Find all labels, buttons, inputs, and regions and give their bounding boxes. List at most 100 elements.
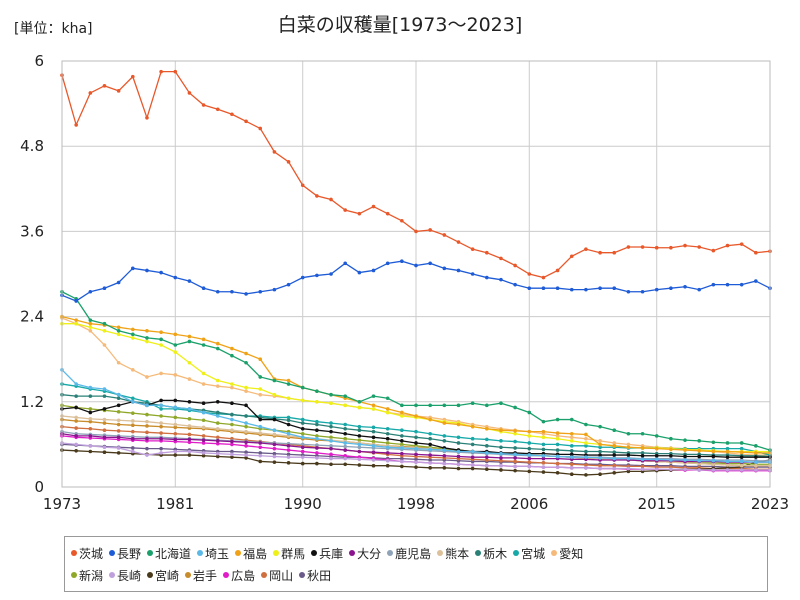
- data-point: [456, 240, 461, 244]
- data-point: [357, 405, 362, 410]
- data-point: [187, 453, 192, 457]
- data-point: [187, 400, 192, 404]
- data-point: [201, 401, 206, 406]
- data-point: [711, 282, 716, 287]
- data-point: [513, 459, 517, 464]
- data-point: [711, 248, 716, 253]
- data-point: [371, 429, 376, 434]
- data-point: [116, 360, 121, 365]
- data-point: [640, 464, 645, 469]
- data-point: [244, 453, 248, 457]
- data-point: [499, 401, 503, 406]
- legend-marker: [261, 572, 268, 578]
- legend-item: 埼玉: [197, 545, 229, 562]
- data-point: [584, 463, 588, 467]
- data-point: [315, 273, 319, 278]
- data-point: [739, 455, 744, 459]
- data-point: [315, 428, 319, 433]
- data-point: [527, 460, 532, 464]
- data-point: [329, 197, 333, 202]
- data-point: [598, 463, 602, 468]
- data-point: [513, 282, 517, 287]
- data-point: [201, 438, 206, 442]
- data-point: [555, 431, 560, 435]
- data-point: [739, 446, 744, 451]
- data-point: [725, 243, 730, 248]
- data-point: [187, 407, 192, 411]
- data-point: [343, 394, 348, 398]
- data-point: [442, 421, 447, 425]
- data-point: [584, 432, 588, 437]
- data-point: [230, 442, 234, 447]
- data-point: [385, 431, 390, 436]
- data-point: [343, 444, 348, 449]
- data-point: [116, 446, 121, 450]
- data-point: [343, 436, 348, 441]
- data-point: [187, 360, 192, 365]
- data-point: [116, 435, 121, 440]
- data-point: [286, 448, 291, 452]
- data-point: [145, 116, 149, 120]
- axes: 0 1.2 2.4 3.6 4.8 6 1973 1981 1990 1998 2006 2015 20…: [20, 52, 789, 513]
- data-point: [456, 466, 461, 471]
- data-point: [173, 422, 178, 427]
- data-point: [385, 451, 390, 455]
- data-point: [102, 435, 107, 440]
- data-point: [442, 403, 447, 408]
- data-point: [215, 421, 220, 425]
- data-point: [584, 466, 588, 470]
- data-point: [527, 446, 532, 451]
- data-point: [385, 211, 390, 216]
- data-point: [612, 444, 617, 448]
- data-point: [513, 431, 517, 436]
- data-point: [244, 440, 248, 445]
- data-point: [385, 426, 390, 431]
- data-point: [626, 453, 631, 457]
- data-point: [584, 449, 588, 454]
- data-point: [131, 419, 135, 423]
- data-point: [201, 343, 206, 347]
- data-point: [173, 373, 178, 377]
- data-point: [116, 325, 121, 330]
- data-point: [612, 471, 617, 475]
- data-point: [244, 385, 248, 390]
- data-point: [739, 441, 744, 445]
- data-point: [258, 392, 263, 397]
- data-point: [116, 329, 121, 333]
- data-point: [654, 434, 659, 438]
- data-point: [683, 458, 687, 462]
- data-point: [428, 436, 432, 441]
- data-point: [527, 429, 532, 434]
- data-point: [201, 410, 206, 415]
- data-point: [159, 403, 163, 408]
- data-point: [88, 407, 93, 411]
- legend-label: 岡山: [269, 568, 294, 583]
- data-point: [669, 458, 673, 462]
- data-point: [244, 424, 248, 429]
- series-layer: [60, 69, 772, 477]
- data-point: [116, 280, 121, 285]
- series-埼玉: [60, 368, 772, 464]
- data-point: [470, 455, 475, 459]
- legend: 茨城 長野 北海道 埼玉 福島 群馬 兵庫 大分 鹿児島 熊本 栃木 宮城 愛知 新潟 長崎 宮崎 岩手 広島岡…: [64, 536, 768, 592]
- data-point: [612, 441, 617, 445]
- data-point: [329, 392, 333, 397]
- data-point: [315, 451, 319, 455]
- data-point: [598, 439, 602, 443]
- data-point: [598, 445, 602, 450]
- data-point: [414, 263, 418, 268]
- data-point: [343, 426, 348, 431]
- data-point: [343, 431, 348, 436]
- data-point: [640, 451, 645, 455]
- data-point: [131, 74, 135, 79]
- data-point: [584, 422, 588, 427]
- data-point: [527, 453, 532, 457]
- data-point: [485, 444, 489, 448]
- data-point: [201, 425, 206, 430]
- legend-marker: [349, 550, 356, 556]
- data-point: [442, 233, 447, 237]
- data-point: [640, 245, 645, 249]
- legend-label: 秋田: [307, 568, 332, 583]
- data-point: [569, 472, 574, 477]
- series-長崎: [60, 441, 772, 472]
